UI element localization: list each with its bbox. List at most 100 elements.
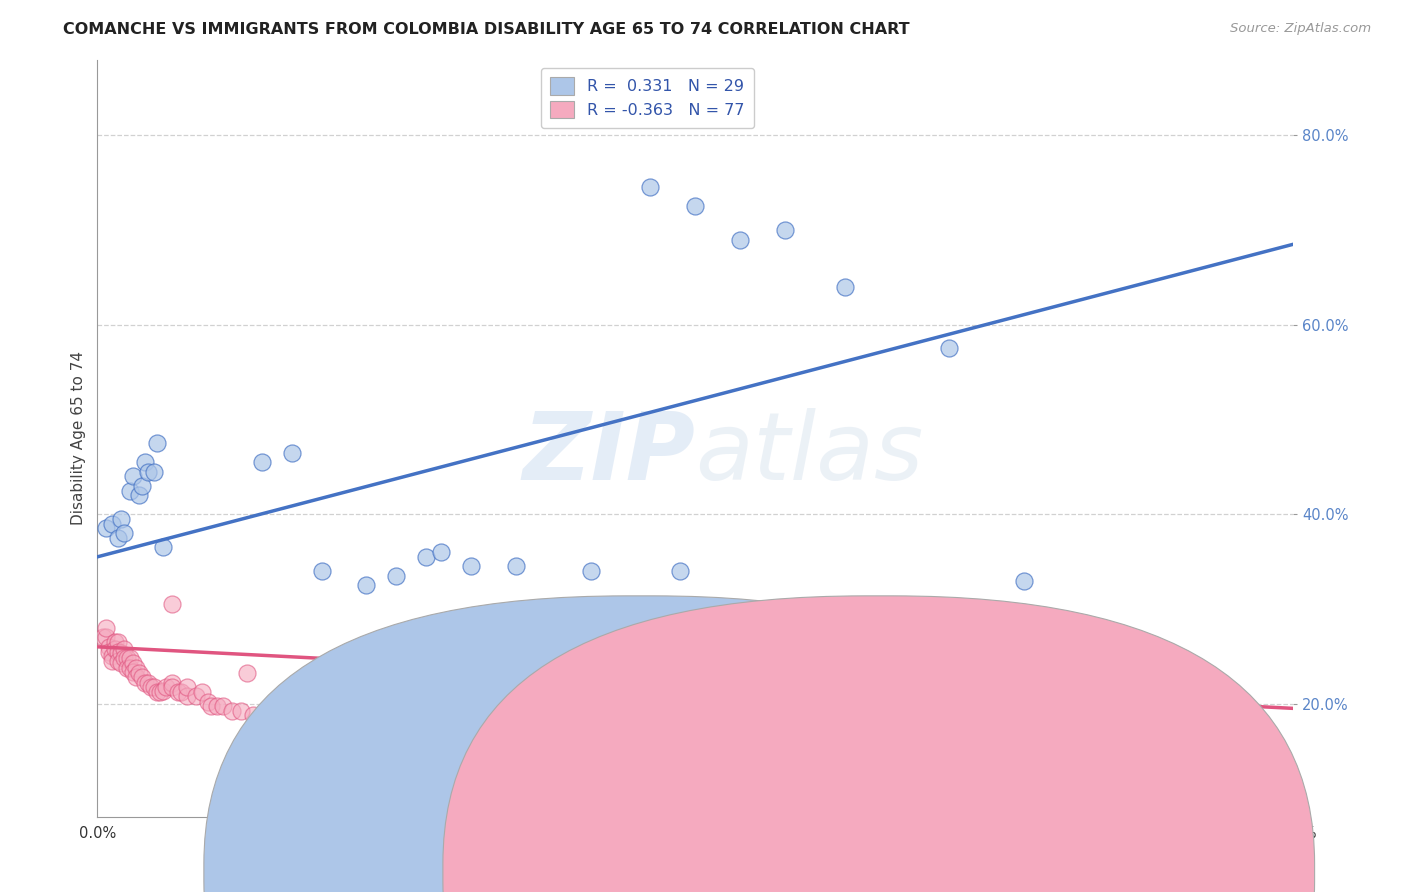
Point bbox=[149, 685, 172, 699]
Point bbox=[131, 670, 153, 684]
Point bbox=[311, 564, 333, 578]
Point bbox=[155, 680, 177, 694]
Point bbox=[170, 685, 193, 699]
Point bbox=[460, 559, 482, 574]
Point bbox=[669, 564, 692, 578]
Point bbox=[120, 660, 142, 674]
Point bbox=[399, 751, 422, 765]
Point bbox=[101, 654, 124, 668]
Point bbox=[136, 675, 159, 690]
Point bbox=[91, 631, 114, 645]
Point bbox=[152, 541, 174, 555]
Text: atlas: atlas bbox=[695, 409, 924, 500]
Point bbox=[146, 436, 169, 450]
Text: Source: ZipAtlas.com: Source: ZipAtlas.com bbox=[1230, 22, 1371, 36]
Point bbox=[125, 670, 148, 684]
Point bbox=[271, 717, 294, 731]
Point bbox=[125, 660, 148, 674]
Point bbox=[143, 680, 166, 694]
Point bbox=[160, 675, 183, 690]
Point bbox=[212, 698, 235, 713]
Point bbox=[117, 660, 139, 674]
Point bbox=[728, 233, 751, 247]
Point bbox=[624, 628, 647, 642]
Point bbox=[385, 736, 408, 750]
Point bbox=[96, 521, 118, 535]
Point bbox=[356, 578, 378, 592]
Point bbox=[550, 110, 572, 124]
Point bbox=[112, 641, 135, 656]
Point bbox=[107, 531, 129, 545]
Point bbox=[107, 654, 129, 668]
Point bbox=[266, 714, 288, 728]
Point bbox=[128, 666, 150, 681]
Point bbox=[98, 640, 121, 654]
Point bbox=[579, 564, 602, 578]
Point bbox=[340, 727, 363, 741]
Point bbox=[924, 736, 946, 750]
Point bbox=[311, 727, 333, 741]
Point bbox=[385, 568, 408, 582]
Point bbox=[122, 665, 145, 680]
Point bbox=[640, 180, 662, 194]
Point bbox=[304, 723, 326, 738]
Point bbox=[1147, 736, 1170, 750]
Point bbox=[356, 732, 378, 747]
Point bbox=[152, 684, 174, 698]
Point bbox=[295, 723, 318, 738]
Point bbox=[176, 680, 198, 694]
Point bbox=[229, 704, 252, 718]
Point bbox=[98, 644, 121, 658]
Point bbox=[104, 635, 127, 649]
Point bbox=[134, 675, 156, 690]
Point bbox=[120, 483, 142, 498]
Point bbox=[1012, 574, 1035, 588]
Point bbox=[505, 756, 527, 770]
Point bbox=[759, 701, 782, 715]
Point bbox=[122, 656, 145, 670]
Point bbox=[112, 526, 135, 541]
Point bbox=[242, 708, 264, 723]
Point bbox=[236, 666, 259, 681]
Point bbox=[325, 727, 347, 741]
Point bbox=[136, 465, 159, 479]
Point bbox=[370, 673, 392, 687]
Point bbox=[110, 647, 132, 661]
Point bbox=[200, 698, 222, 713]
Point bbox=[96, 621, 118, 635]
Point bbox=[280, 717, 302, 731]
Point bbox=[415, 549, 437, 564]
Point bbox=[260, 708, 283, 723]
Point bbox=[714, 657, 737, 671]
Point bbox=[107, 644, 129, 658]
Point bbox=[167, 685, 190, 699]
Text: ZIP: ZIP bbox=[523, 408, 695, 500]
Point bbox=[107, 635, 129, 649]
Point bbox=[117, 651, 139, 665]
Point bbox=[160, 597, 183, 611]
Point bbox=[683, 651, 706, 665]
Point bbox=[197, 695, 219, 709]
Point bbox=[134, 455, 156, 469]
Point bbox=[131, 479, 153, 493]
Point bbox=[104, 641, 127, 656]
Point bbox=[250, 708, 273, 723]
Point bbox=[475, 751, 498, 765]
Point bbox=[280, 445, 302, 459]
Point bbox=[430, 545, 453, 559]
Point bbox=[120, 651, 142, 665]
Point bbox=[112, 651, 135, 665]
Point bbox=[683, 199, 706, 213]
Point bbox=[110, 656, 132, 670]
Text: COMANCHE VS IMMIGRANTS FROM COLOMBIA DISABILITY AGE 65 TO 74 CORRELATION CHART: COMANCHE VS IMMIGRANTS FROM COLOMBIA DIS… bbox=[63, 22, 910, 37]
Point bbox=[430, 751, 453, 765]
Text: Comanche: Comanche bbox=[662, 861, 744, 875]
Point bbox=[311, 673, 333, 687]
Point bbox=[184, 689, 207, 703]
Point bbox=[221, 704, 243, 718]
Point bbox=[250, 455, 273, 469]
Point bbox=[1073, 717, 1095, 731]
Point bbox=[122, 469, 145, 483]
Point bbox=[96, 631, 118, 645]
Point bbox=[773, 223, 796, 237]
